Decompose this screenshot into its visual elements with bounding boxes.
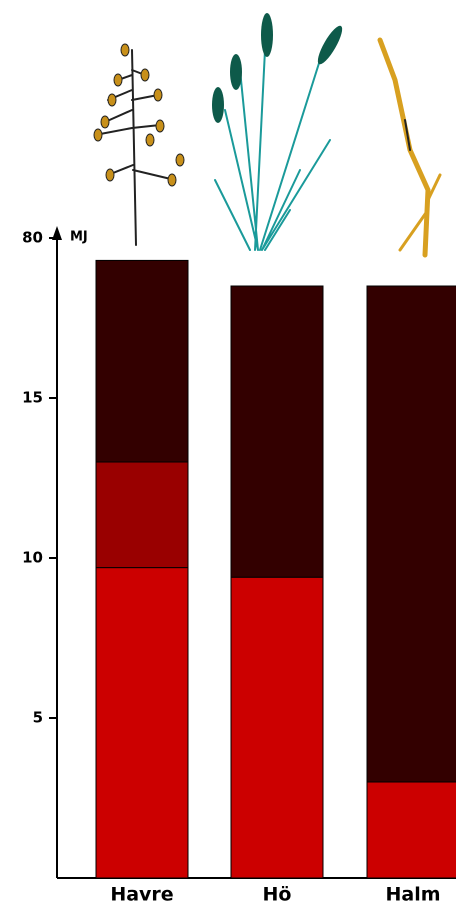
x-tick-label: Halm bbox=[385, 884, 440, 906]
y-tick-label: 15 bbox=[22, 389, 43, 407]
bar-segment bbox=[366, 781, 456, 879]
x-tick-label: Havre bbox=[110, 884, 173, 906]
oat-plant bbox=[93, 43, 185, 246]
bar-segment bbox=[95, 567, 189, 879]
bar-segment bbox=[95, 461, 189, 569]
bar-segment bbox=[230, 285, 324, 578]
grass-plant bbox=[212, 13, 343, 251]
bar-segment bbox=[230, 576, 324, 879]
bar-segment bbox=[95, 259, 189, 463]
y-tick-label: 80 bbox=[22, 229, 43, 247]
y-tick-label: 5 bbox=[33, 709, 43, 727]
y-unit: MJ bbox=[70, 230, 88, 245]
y-tick-label: 10 bbox=[22, 549, 43, 567]
y-axis-arrow bbox=[52, 226, 62, 240]
x-tick-label: Hö bbox=[263, 884, 292, 906]
plant-illustrations bbox=[93, 13, 442, 258]
bar-segment bbox=[366, 285, 456, 783]
straw-plant bbox=[377, 37, 442, 258]
